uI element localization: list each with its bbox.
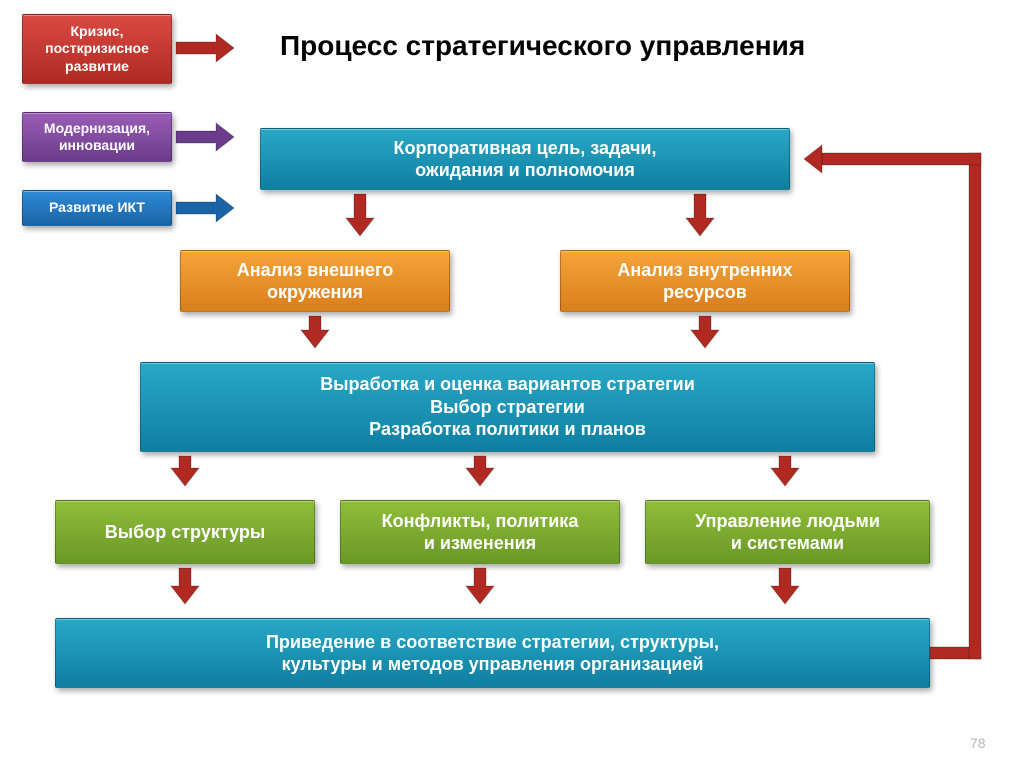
box-modernization: Модернизация, инновации	[22, 112, 172, 162]
box-corp-goal: Корпоративная цель, задачи, ожидания и п…	[260, 128, 790, 190]
page-number: 78	[970, 735, 986, 751]
box-people: Управление людьми и системами	[645, 500, 930, 564]
box-int-analysis: Анализ внутренних ресурсов	[560, 250, 850, 312]
box-crisis: Кризис, посткризисное развитие	[22, 14, 172, 84]
box-ext-analysis: Анализ внешнего окружения	[180, 250, 450, 312]
box-alignment: Приведение в соответствие стратегии, стр…	[55, 618, 930, 688]
box-structure: Выбор структуры	[55, 500, 315, 564]
box-strategy: Выработка и оценка вариантов стратегии В…	[140, 362, 875, 452]
box-ikt: Развитие ИКТ	[22, 190, 172, 226]
box-conflicts: Конфликты, политика и изменения	[340, 500, 620, 564]
diagram-title: Процесс стратегического управления	[280, 30, 805, 62]
